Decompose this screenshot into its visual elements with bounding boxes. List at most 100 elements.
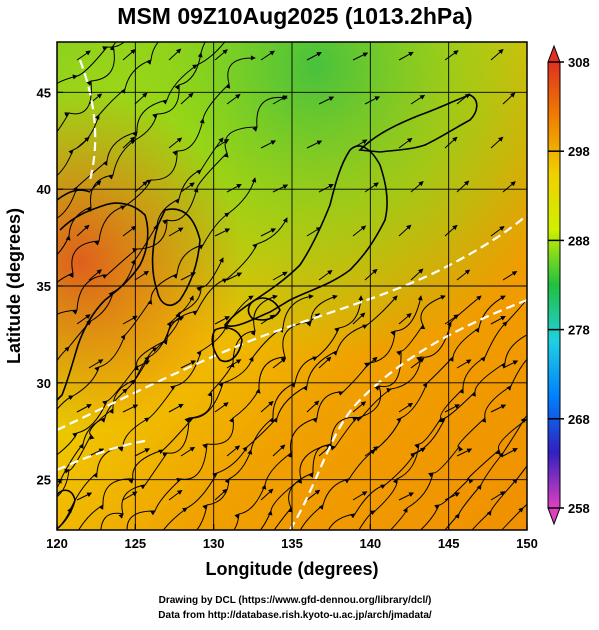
wind-arrow xyxy=(88,269,102,281)
wind-arrow xyxy=(318,270,333,281)
wind-arrow xyxy=(88,180,102,193)
wind-arrow xyxy=(214,316,230,325)
wind-arrow xyxy=(226,94,241,105)
wind-arrow xyxy=(456,269,471,281)
wind-arrow xyxy=(122,136,136,149)
wind-arrow xyxy=(180,182,195,193)
colorbar-tick-label: 258 xyxy=(568,501,590,516)
wind-arrow xyxy=(352,225,367,237)
wind-arrow xyxy=(306,313,320,325)
wind-arrow xyxy=(122,491,138,501)
wind-arrow xyxy=(260,140,277,149)
wind-arrow xyxy=(352,312,366,325)
wind-arrow xyxy=(134,92,148,105)
wind-arrow xyxy=(168,316,185,325)
wind-arrow xyxy=(76,50,91,61)
chart-title: MSM 09Z10Aug2025 (1013.2hPa) xyxy=(117,3,472,29)
wind-arrow xyxy=(134,360,151,369)
wind-arrow xyxy=(168,403,184,413)
wind-arrow xyxy=(122,225,137,237)
wind-arrow xyxy=(318,356,332,369)
wind-arrow xyxy=(88,359,104,369)
wind-arrow xyxy=(490,48,504,61)
wind-streamlines xyxy=(57,42,527,530)
y-axis-label: Latitude (degrees) xyxy=(4,208,24,364)
wind-arrow xyxy=(352,401,367,413)
wind-arrow xyxy=(490,226,505,237)
wind-arrow xyxy=(226,445,241,457)
wind-arrow xyxy=(398,224,412,237)
x-tick-label: 120 xyxy=(46,536,68,551)
wind-arrow xyxy=(410,268,424,281)
wind-arrow xyxy=(260,228,277,237)
coastlines xyxy=(57,94,478,529)
wind-arrow xyxy=(502,271,518,281)
wind-arrow xyxy=(398,492,415,501)
wind-arrow xyxy=(306,489,321,501)
temperature-contour xyxy=(78,59,97,181)
y-tick-label: 35 xyxy=(37,279,51,294)
wind-arrow xyxy=(168,137,183,149)
wind-arrow xyxy=(410,447,426,457)
wind-arrow xyxy=(364,96,380,105)
colorbar-tick-label: 288 xyxy=(568,233,590,248)
colorbar-gradient xyxy=(547,61,561,509)
wind-arrow xyxy=(76,224,90,237)
wind-arrow xyxy=(122,315,138,325)
x-tick-label: 150 xyxy=(516,536,538,551)
colorbar-min-arrow xyxy=(547,507,561,526)
wind-arrow xyxy=(410,94,426,105)
wind-arrow xyxy=(456,448,473,457)
wind-arrow xyxy=(214,139,230,149)
y-axis-ticks: 25 30 35 40 45 xyxy=(37,85,63,488)
wind-arrow xyxy=(306,400,320,413)
wind-arrow xyxy=(456,359,472,369)
wind-arrow xyxy=(398,51,414,61)
wind-arrow xyxy=(272,95,288,105)
wind-arrow xyxy=(226,183,242,193)
wind-arrow xyxy=(398,137,413,149)
wind-arrow xyxy=(318,96,335,105)
y-tick-label: 30 xyxy=(37,376,51,391)
wind-arrow xyxy=(364,182,379,193)
wind-arrow xyxy=(260,50,275,61)
wind-arrow xyxy=(134,448,150,457)
y-tick-label: 45 xyxy=(37,85,51,100)
wind-arrow xyxy=(214,488,228,501)
wind-arrow xyxy=(272,444,286,457)
temperature-contour xyxy=(57,438,151,472)
wind-arrow xyxy=(306,140,323,149)
wind-arrow xyxy=(352,491,368,501)
x-axis-label: Longitude (degrees) xyxy=(205,559,378,579)
wind-arrow xyxy=(490,315,506,325)
wind-arrow xyxy=(214,228,231,237)
footer-credit-dcl: Drawing by DCL (https://www.gfd-dennou.o… xyxy=(159,595,432,606)
wind-arrow xyxy=(456,180,470,193)
y-tick-label: 40 xyxy=(37,182,51,197)
wind-arrow xyxy=(260,400,274,413)
wind-arrow xyxy=(444,136,458,149)
wind-arrow xyxy=(444,314,459,325)
wind-arrow xyxy=(410,181,424,193)
temperature-contour xyxy=(57,214,527,431)
wind-arrow xyxy=(122,49,136,61)
wind-arrow xyxy=(490,136,504,149)
wind-arrow xyxy=(134,180,148,193)
y-tick-label: 25 xyxy=(37,473,51,488)
wind-arrow xyxy=(502,181,516,193)
plot-area xyxy=(57,42,527,530)
wind-arrow xyxy=(76,404,92,413)
colorbar-max-arrow xyxy=(547,44,561,63)
wind-arrow xyxy=(306,227,322,237)
wind-arrow xyxy=(398,313,412,325)
wind-arrow xyxy=(318,183,334,193)
wind-arrow xyxy=(444,404,460,413)
wind-arrow xyxy=(502,448,518,457)
wind-arrow xyxy=(502,360,519,369)
x-tick-label: 125 xyxy=(124,536,146,551)
wind-arrow xyxy=(272,184,289,193)
wind-arrow xyxy=(260,488,274,501)
wind-arrow xyxy=(226,359,242,369)
wind-arrow xyxy=(444,50,459,61)
